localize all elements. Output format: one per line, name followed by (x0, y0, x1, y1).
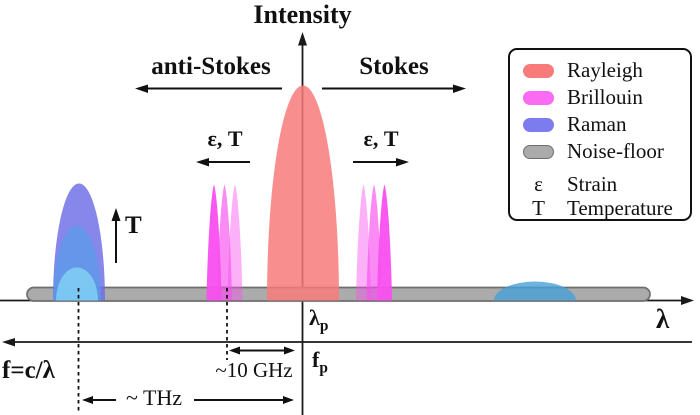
frequency-axis-line (2, 338, 692, 347)
lambda-p-label: λp (309, 305, 329, 335)
lambda-axis-arrowhead-icon (681, 296, 694, 305)
raman-anti-stokes-peaks (53, 183, 105, 301)
anti-stokes-arrow (135, 84, 282, 93)
intensity-title: Intensity (253, 0, 352, 29)
frequency-formula-label: f=c/λ (2, 357, 55, 384)
stokes-arrow (322, 84, 466, 93)
raman-stokes-peak (494, 281, 576, 301)
temperature-label: T (125, 212, 142, 239)
f-p-label: fp (312, 347, 328, 377)
brillouin-right-shift-arrow (353, 158, 409, 167)
legend-item-rayleigh: Rayleigh (523, 58, 643, 83)
raman-swatch-icon (523, 117, 554, 132)
brillouin-stokes-peaks (356, 184, 392, 301)
legend-item-raman: Raman (523, 112, 626, 137)
legend-item-brillouin: Brillouin (523, 85, 643, 110)
frequency-axis-arrowhead-icon (2, 338, 15, 347)
legend-symbol-temperature: T Temperature (523, 196, 673, 221)
legend-item-noise-floor: Noise-floor (523, 139, 664, 164)
ghz-span-arrow (229, 346, 295, 355)
brillouin-anti-stokes-peaks (206, 184, 243, 301)
brillouin-left-strain-temp-label: ε, T (207, 126, 243, 151)
thz-span-arrow (82, 396, 294, 404)
legend-box: Rayleigh Brillouin Raman Noise-floor ε S… (508, 48, 692, 221)
lambda-axis-label: λ (656, 304, 670, 334)
intensity-axis-arrowhead-icon (298, 32, 307, 46)
brillouin-right-strain-temp-label: ε, T (363, 126, 399, 151)
brillouin-swatch-icon (523, 90, 554, 105)
stokes-label: Stokes (359, 53, 429, 80)
legend-symbol-strain: ε Strain (523, 172, 617, 197)
t-symbol: T (532, 196, 545, 220)
thz-span-label: ~ THz (125, 385, 183, 410)
ghz-span-label: ~10 GHz (215, 358, 293, 382)
temperature-up-arrow (111, 208, 121, 263)
brillouin-left-shift-arrow (196, 158, 250, 167)
rayleigh-peak (267, 85, 339, 301)
epsilon-symbol: ε (534, 172, 543, 196)
rayleigh-swatch-icon (523, 63, 554, 78)
anti-stokes-label: anti-Stokes (151, 53, 271, 80)
noise-floor-swatch-icon (523, 144, 554, 159)
